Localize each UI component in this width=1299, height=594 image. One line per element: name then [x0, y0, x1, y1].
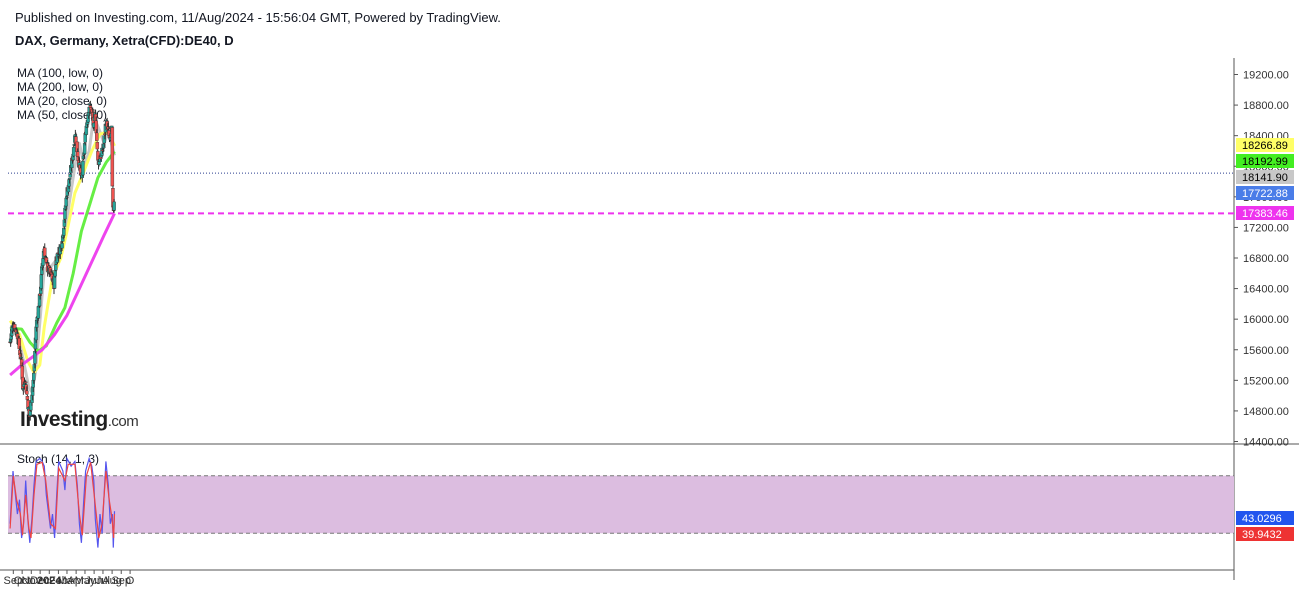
stoch-title[interactable]: Stoch (14, 1, 3)	[17, 452, 100, 466]
candle-down	[19, 359, 24, 366]
y-tick-label: 15600.00	[1243, 345, 1289, 357]
stoch-label-box	[1236, 511, 1294, 525]
x-tick-label: 2024	[37, 575, 62, 587]
candle-up	[41, 258, 45, 266]
candle-up	[73, 134, 78, 137]
price-label-box	[1236, 206, 1294, 220]
ma-legend: MA (100, low, 0) MA (200, low, 0) MA (20…	[17, 66, 107, 122]
candle-up	[32, 364, 37, 372]
y-tick-label: 19200.00	[1243, 70, 1289, 82]
candle-down	[95, 141, 100, 150]
candle-down	[103, 133, 107, 135]
ma-legend-item[interactable]: MA (50, close, 0)	[17, 108, 108, 122]
stoch-label: 43.0296	[1242, 513, 1282, 525]
candle-up	[54, 264, 58, 271]
logo-suffix: .com	[107, 413, 139, 430]
price-label: 18266.89	[1242, 140, 1288, 152]
candle-up	[62, 219, 67, 227]
y-tick-label: 18800.00	[1243, 100, 1289, 112]
candle-up	[81, 160, 85, 176]
x-tick-label: Sep	[111, 575, 131, 587]
candle-up	[102, 143, 106, 149]
candle-up	[28, 410, 32, 416]
candle-down	[23, 381, 28, 383]
price-label-box	[1236, 186, 1294, 200]
candle-down	[25, 390, 29, 395]
x-tick-label: Aug	[102, 575, 122, 587]
x-tick-label: Feb	[49, 575, 68, 587]
candle-down	[110, 127, 115, 187]
candle-up	[102, 135, 106, 144]
candle-down	[95, 132, 99, 141]
x-tick-label: Dec	[30, 575, 50, 587]
candle-up	[62, 227, 66, 236]
x-tick-label: May	[75, 575, 96, 587]
logo-name: Investing	[20, 408, 108, 431]
candle-up	[33, 351, 37, 364]
candle-up	[65, 196, 69, 199]
candle-up	[67, 177, 72, 180]
stoch-label-box	[1236, 527, 1294, 541]
y-tick-label: 15200.00	[1243, 375, 1289, 387]
price-label-box	[1236, 138, 1294, 152]
y-tick-label: 16000.00	[1243, 314, 1289, 326]
x-tick-label: Jul	[96, 575, 110, 587]
candle-up	[71, 147, 76, 157]
stoch-label: 39.9432	[1242, 529, 1282, 541]
price-label: 18192.99	[1242, 156, 1288, 168]
candle-up	[36, 306, 41, 319]
candle-up	[112, 201, 116, 211]
candle-up	[68, 174, 72, 178]
y-tick-label: 16800.00	[1243, 253, 1289, 265]
x-tick-label: Apr	[68, 575, 85, 587]
symbol-title: DAX, Germany, Xetra(CFD):DE40, D	[15, 33, 234, 48]
ma100-line	[9, 150, 116, 353]
stoch-d-line	[9, 461, 116, 539]
candle-up	[82, 143, 87, 154]
ma-legend-item[interactable]: MA (20, close, 0)	[17, 94, 108, 108]
ma-legend-item[interactable]: MA (100, low, 0)	[17, 66, 104, 80]
x-tick-label: Mar	[58, 575, 77, 587]
price-label-box	[1236, 154, 1294, 168]
ma-legend-item[interactable]: MA (200, low, 0)	[17, 80, 104, 94]
candle-up	[60, 243, 64, 249]
ma200-line	[9, 212, 116, 377]
candle-down	[18, 353, 23, 360]
x-tick-label: Jun	[85, 575, 103, 587]
candle-up	[19, 357, 23, 359]
price-label: 18141.90	[1242, 172, 1288, 184]
x-tick-label: Sep	[4, 575, 24, 587]
x-tick-label: O	[126, 575, 135, 587]
candle-up	[23, 383, 27, 385]
publication-line: Published on Investing.com, 11/Aug/2024 …	[15, 10, 501, 25]
y-tick-label: 14400.00	[1243, 437, 1289, 449]
stoch-overbought-oversold-band	[8, 475, 1234, 534]
x-tick-label: Nov	[22, 575, 42, 587]
candle-down	[25, 396, 30, 400]
investing-logo: Investing.com	[20, 408, 139, 432]
candle-up	[32, 372, 36, 381]
y-tick-label: 17200.00	[1243, 222, 1289, 234]
y-tick-label: 14800.00	[1243, 406, 1289, 418]
candle-up	[39, 274, 43, 289]
candle-up	[88, 103, 92, 106]
price-label: 17722.88	[1242, 188, 1288, 200]
price-label: 17383.46	[1242, 208, 1288, 220]
price-label-box	[1236, 170, 1294, 184]
candle-down	[43, 247, 47, 257]
candle-down	[17, 338, 22, 350]
candle-up	[67, 179, 71, 187]
x-tick-label: Oct	[14, 575, 31, 587]
candle-down	[75, 151, 80, 157]
candle-down	[88, 105, 93, 108]
candle-down	[106, 126, 111, 130]
y-tick-label: 16400.00	[1243, 284, 1289, 296]
